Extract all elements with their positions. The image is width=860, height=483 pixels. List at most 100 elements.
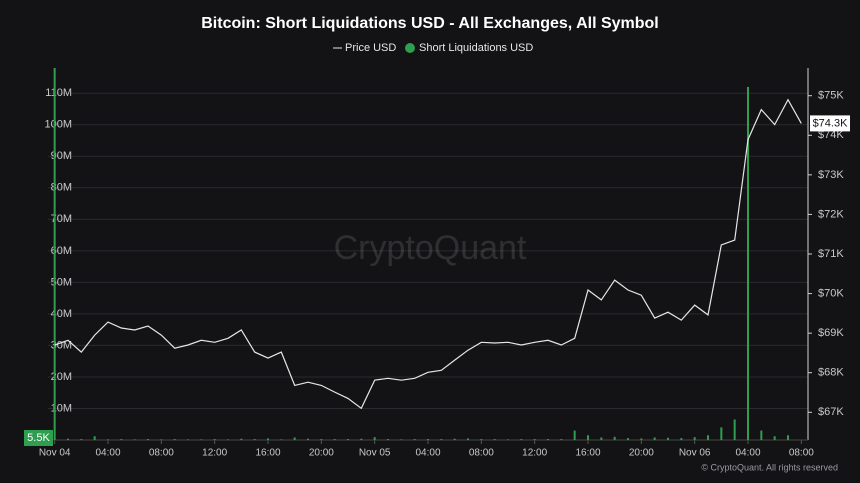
bar: [533, 439, 536, 440]
bar: [53, 68, 56, 440]
y-tick-label: 10M: [51, 402, 72, 414]
y2-tick-label: $69K: [818, 327, 844, 339]
price-badge: [810, 115, 850, 132]
bar: [160, 439, 163, 440]
bar: [720, 427, 723, 440]
bar: [493, 439, 496, 440]
liquidation-badge-label: 5.5K: [27, 432, 50, 444]
x-tick-label: 12:00: [202, 448, 227, 459]
bar: [707, 435, 709, 440]
bar: [693, 437, 696, 440]
bar: [547, 439, 549, 440]
bar: [600, 437, 603, 440]
bar: [333, 439, 336, 440]
x-tick-label: 12:00: [522, 448, 547, 459]
bar: [253, 439, 256, 440]
bar: [773, 436, 776, 440]
y2-tick-label: $67K: [818, 406, 844, 418]
bar: [760, 430, 763, 440]
x-tick-label: 04:00: [95, 448, 120, 459]
y-tick-label: 30M: [51, 339, 72, 351]
legend-dot-icon: [405, 43, 415, 53]
bar: [307, 438, 309, 440]
y-tick-label: 90M: [51, 150, 72, 162]
bar: [747, 86, 749, 440]
bar: [480, 439, 483, 440]
bar: [787, 435, 789, 440]
bar: [133, 439, 136, 440]
x-tick-label: 16:00: [575, 448, 600, 459]
bar: [520, 439, 523, 440]
bar: [440, 439, 443, 440]
bar: [240, 438, 243, 440]
chart-title: Bitcoin: Short Liquidations USD - All Ex…: [201, 15, 659, 32]
x-tick-label: 04:00: [735, 448, 760, 459]
y-tick-label: 40M: [51, 308, 72, 320]
price-line: [54, 98, 802, 410]
y-tick-label: 70M: [51, 213, 72, 225]
bar: [653, 437, 656, 440]
x-tick-label: Nov 05: [359, 448, 391, 459]
bar: [453, 438, 456, 440]
x-tick-label: 04:00: [415, 448, 440, 459]
bar: [200, 439, 203, 440]
y2-tick-label: $71K: [818, 248, 844, 260]
bar: [400, 439, 403, 440]
y-tick-label: 60M: [51, 245, 72, 257]
y-tick-label: 100M: [44, 119, 72, 131]
x-tick-label: 20:00: [629, 448, 654, 459]
x-tick-label: 08:00: [149, 448, 174, 459]
bar: [573, 430, 576, 440]
bar: [267, 438, 269, 440]
legend-label: Price USD: [345, 42, 396, 54]
legend-label: Short Liquidations USD: [419, 42, 533, 54]
bar: [640, 438, 643, 440]
x-tick-label: Nov 04: [39, 448, 71, 459]
bar: [373, 437, 376, 440]
x-tick-label: 20:00: [309, 448, 334, 459]
y-tick-label: 20M: [51, 371, 72, 383]
bar: [680, 438, 683, 440]
bar: [360, 438, 363, 440]
bar: [107, 439, 109, 440]
bar: [587, 435, 589, 440]
bar: [147, 439, 149, 440]
bar: [320, 439, 323, 440]
liquidation-badge: [24, 430, 53, 446]
y-tick-label: 110M: [45, 87, 72, 99]
y2-tick-label: $70K: [818, 287, 844, 299]
price-badge-label: $74.3K: [813, 117, 849, 129]
bar: [507, 439, 509, 440]
bar: [427, 439, 429, 440]
y2-tick-label: $72K: [818, 208, 844, 220]
y2-tick-label: $75K: [818, 90, 844, 102]
bar: [613, 436, 616, 440]
x-tick-label: 08:00: [469, 448, 494, 459]
bar: [413, 439, 416, 440]
bar: [347, 439, 349, 440]
bar: [213, 439, 216, 440]
bar: [67, 438, 69, 440]
bar: [387, 439, 389, 440]
footer: © CryptoQuant. All rights reserved: [701, 462, 838, 472]
x-tick-label: 08:00: [789, 448, 814, 459]
y2-tick-label: $74K: [818, 129, 844, 141]
bar: [280, 439, 283, 440]
bar: [173, 439, 176, 440]
bar: [93, 436, 96, 440]
x-tick-label: 16:00: [255, 448, 280, 459]
y2-tick-label: $68K: [818, 367, 844, 379]
bar: [293, 437, 296, 440]
bar: [560, 439, 563, 440]
bar: [467, 438, 469, 440]
bar: [227, 439, 229, 440]
watermark: CryptoQuant: [334, 229, 527, 267]
bar: [627, 438, 629, 440]
bar: [187, 439, 189, 440]
y-tick-label: 50M: [51, 276, 72, 288]
y2-tick-label: $73K: [818, 169, 844, 181]
bar: [733, 419, 736, 440]
x-tick-label: Nov 06: [679, 448, 711, 459]
bar: [667, 437, 669, 440]
